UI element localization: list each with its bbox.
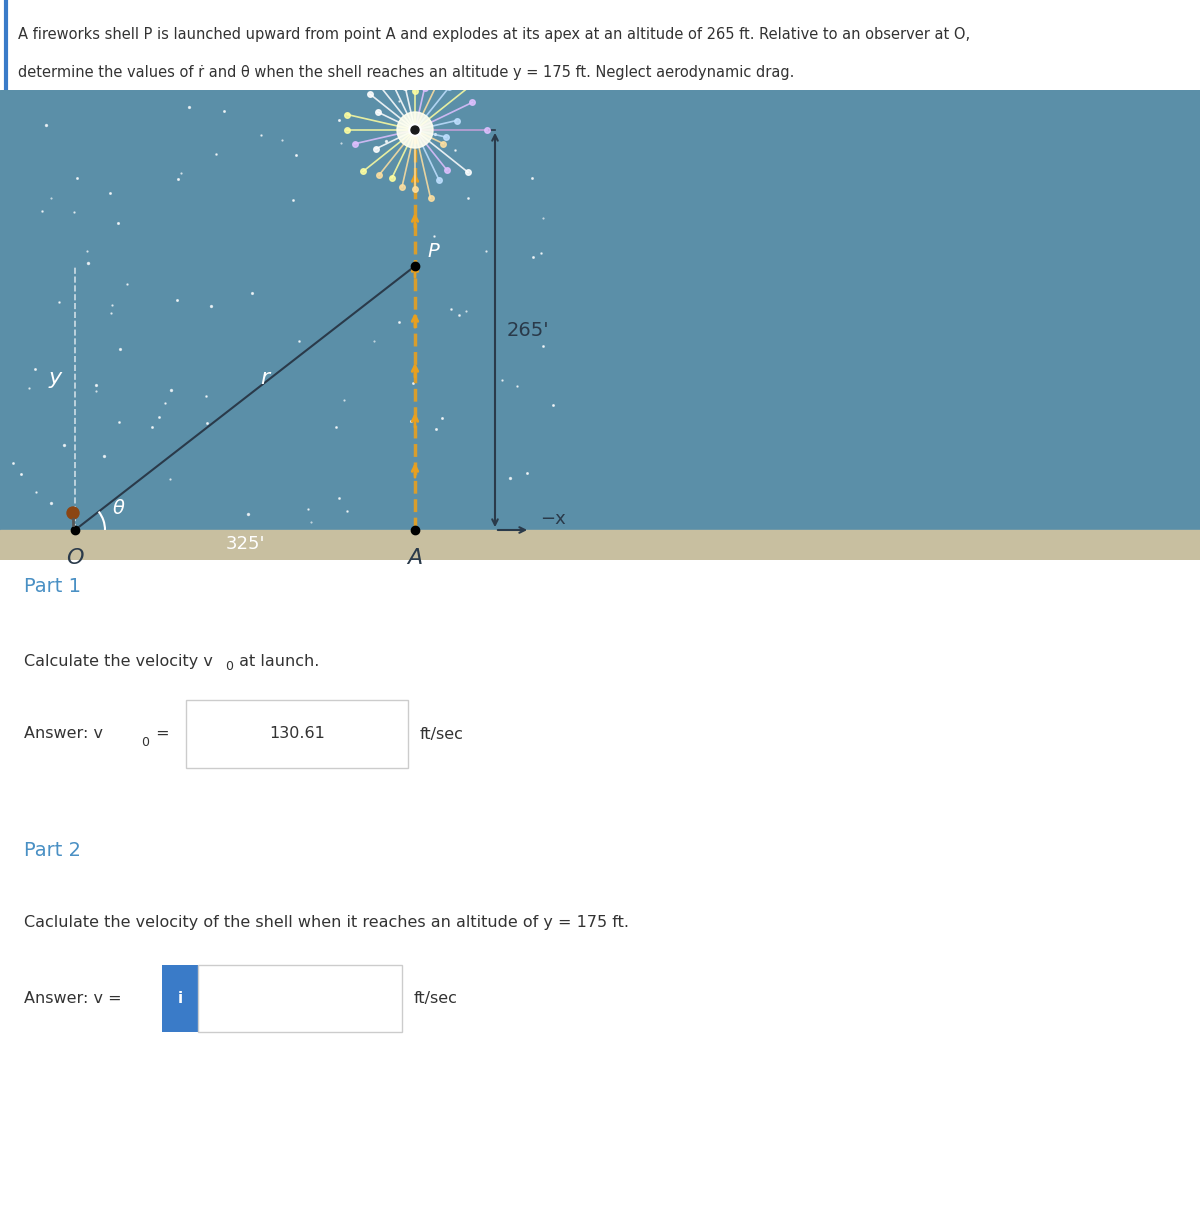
- FancyBboxPatch shape: [162, 965, 198, 1032]
- Text: 0: 0: [142, 735, 150, 748]
- Text: A: A: [407, 549, 422, 568]
- Circle shape: [67, 507, 79, 520]
- Text: Caclulate the velocity of the shell when it reaches an altitude of y = 175 ft.: Caclulate the velocity of the shell when…: [24, 916, 629, 930]
- Text: θ: θ: [113, 499, 125, 518]
- Text: P: P: [427, 242, 439, 262]
- Text: ft/sec: ft/sec: [420, 727, 464, 741]
- Text: at launch.: at launch.: [234, 654, 319, 668]
- Text: 325': 325': [226, 535, 265, 553]
- Circle shape: [397, 111, 433, 148]
- FancyBboxPatch shape: [186, 700, 408, 768]
- Bar: [0, 530, 1200, 559]
- Text: Part 1: Part 1: [24, 578, 82, 597]
- Text: Calculate the velocity v: Calculate the velocity v: [24, 654, 212, 668]
- Text: y: y: [48, 368, 61, 388]
- Text: ft/sec: ft/sec: [414, 991, 458, 1006]
- Text: r: r: [260, 368, 270, 388]
- Text: =: =: [151, 727, 170, 741]
- Text: 0: 0: [226, 660, 234, 673]
- Circle shape: [410, 126, 419, 134]
- Circle shape: [409, 124, 421, 136]
- Text: Answer: v: Answer: v: [24, 727, 103, 741]
- Text: −x: −x: [540, 510, 565, 528]
- Text: Answer: v =: Answer: v =: [24, 991, 121, 1006]
- Text: O: O: [66, 549, 84, 568]
- Text: 265': 265': [508, 321, 550, 339]
- Text: determine the values of ṙ and θ̇ when the shell reaches an altitude y = 175 ft. : determine the values of ṙ and θ̇ when th…: [18, 65, 794, 80]
- Text: 130.61: 130.61: [269, 727, 325, 741]
- Text: A fireworks shell P is launched upward from point A and explodes at its apex at : A fireworks shell P is launched upward f…: [18, 27, 970, 42]
- Text: i: i: [178, 991, 182, 1006]
- FancyBboxPatch shape: [198, 965, 402, 1032]
- Text: Part 2: Part 2: [24, 842, 82, 861]
